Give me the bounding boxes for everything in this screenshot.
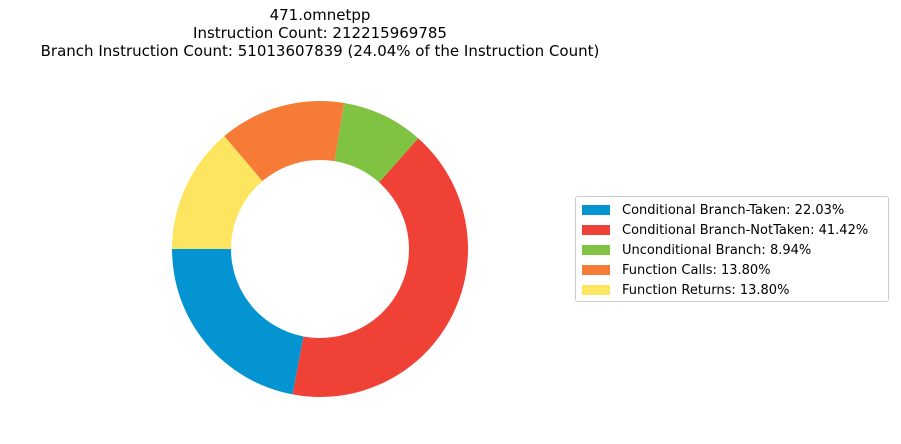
legend-swatch bbox=[582, 225, 610, 235]
title-line-branch-count: Branch Instruction Count: 51013607839 (2… bbox=[40, 42, 600, 60]
legend-item: Conditional Branch-NotTaken: 41.42% bbox=[582, 220, 888, 240]
legend-swatch bbox=[582, 205, 610, 215]
donut-slice bbox=[292, 138, 468, 397]
chart-title: 471.omnetpp Instruction Count: 212215969… bbox=[0, 6, 640, 60]
title-line-instruction-count: Instruction Count: 212215969785 bbox=[193, 24, 447, 42]
legend-item: Function Returns: 13.80% bbox=[582, 280, 888, 300]
legend: Conditional Branch-Taken: 22.03% Conditi… bbox=[575, 196, 889, 302]
legend-item: Unconditional Branch: 8.94% bbox=[582, 240, 888, 260]
legend-label: Conditional Branch-NotTaken: 41.42% bbox=[622, 222, 869, 238]
legend-label: Unconditional Branch: 8.94% bbox=[622, 242, 812, 258]
legend-swatch bbox=[582, 265, 610, 275]
donut-slice bbox=[172, 136, 263, 249]
legend-item: Conditional Branch-Taken: 22.03% bbox=[582, 200, 888, 220]
donut-slice bbox=[334, 102, 419, 183]
legend-swatch bbox=[582, 245, 610, 255]
legend-label: Conditional Branch-Taken: 22.03% bbox=[622, 202, 845, 218]
title-line-benchmark: 471.omnetpp bbox=[269, 6, 371, 24]
legend-label: Function Returns: 13.80% bbox=[622, 282, 790, 298]
donut-slice bbox=[224, 100, 345, 182]
legend-label: Function Calls: 13.80% bbox=[622, 262, 771, 278]
donut-slice bbox=[172, 249, 304, 395]
legend-swatch bbox=[582, 285, 610, 295]
legend-item: Function Calls: 13.80% bbox=[582, 260, 888, 280]
